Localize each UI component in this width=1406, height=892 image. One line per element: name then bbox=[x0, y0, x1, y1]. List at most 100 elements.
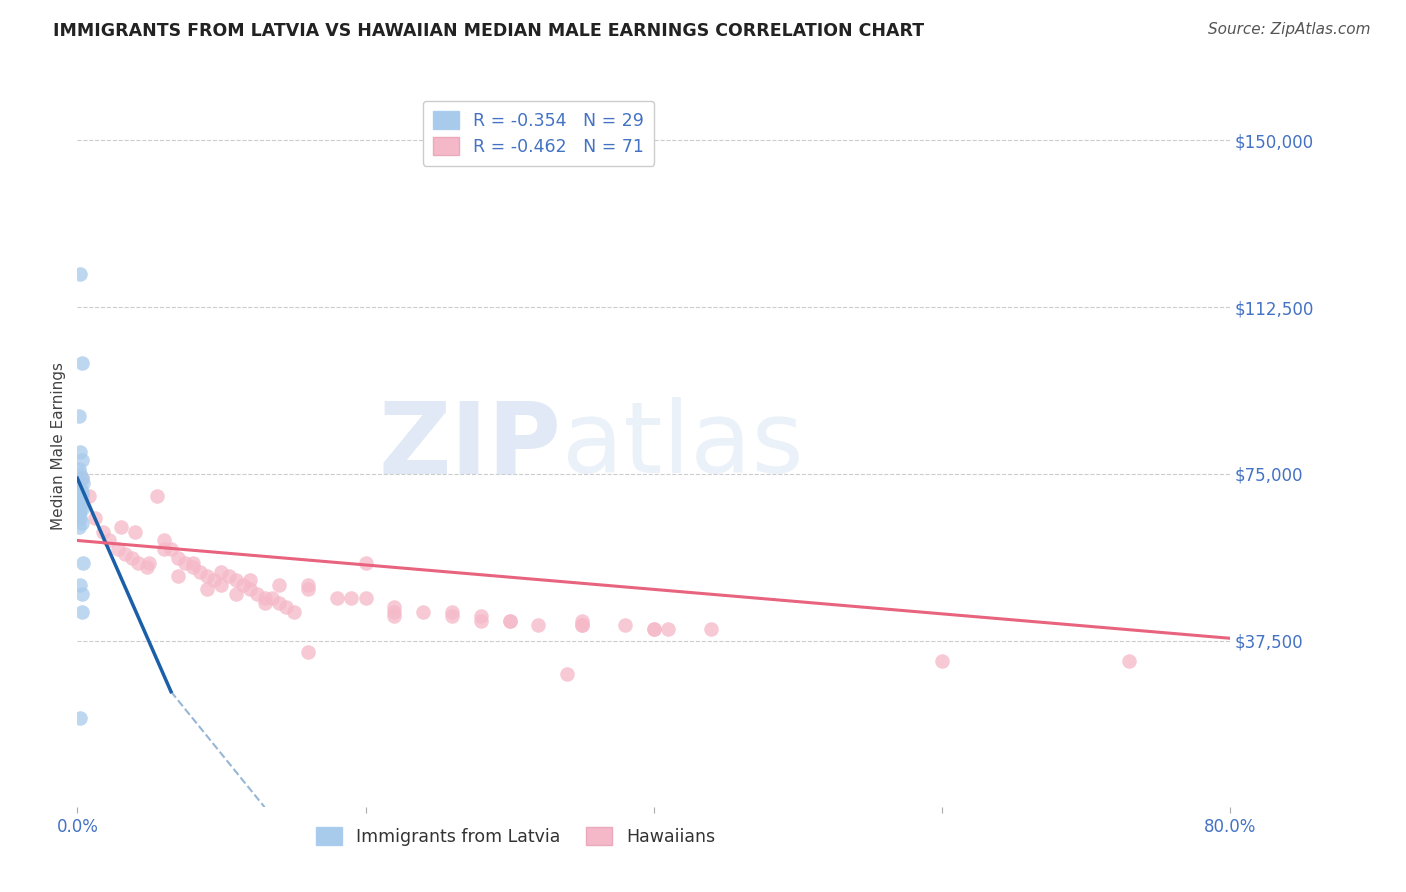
Point bbox=[232, 578, 254, 592]
Point bbox=[657, 623, 679, 637]
Point bbox=[67, 484, 90, 499]
Point bbox=[499, 614, 522, 628]
Point bbox=[441, 605, 464, 619]
Point bbox=[121, 551, 143, 566]
Text: ZIP: ZIP bbox=[378, 398, 561, 494]
Point bbox=[557, 666, 579, 681]
Point bbox=[70, 453, 93, 467]
Y-axis label: Median Male Earnings: Median Male Earnings bbox=[51, 362, 66, 530]
Point bbox=[354, 556, 377, 570]
Point bbox=[70, 516, 93, 530]
Point bbox=[167, 569, 190, 583]
Point bbox=[571, 618, 593, 632]
Point bbox=[135, 560, 157, 574]
Text: atlas: atlas bbox=[561, 398, 803, 494]
Point bbox=[67, 409, 90, 423]
Point bbox=[70, 502, 93, 516]
Point bbox=[67, 507, 90, 521]
Point bbox=[340, 591, 363, 606]
Point bbox=[69, 502, 91, 516]
Point bbox=[218, 569, 240, 583]
Point bbox=[69, 467, 91, 481]
Point bbox=[614, 618, 637, 632]
Point bbox=[1118, 654, 1140, 668]
Point bbox=[441, 609, 464, 624]
Point bbox=[253, 591, 276, 606]
Point bbox=[145, 489, 167, 503]
Point bbox=[70, 605, 93, 619]
Point bbox=[470, 609, 492, 624]
Point bbox=[69, 498, 91, 512]
Point bbox=[931, 654, 953, 668]
Point bbox=[69, 480, 91, 494]
Point bbox=[195, 569, 218, 583]
Point bbox=[211, 578, 233, 592]
Point bbox=[225, 574, 247, 588]
Point bbox=[69, 578, 91, 592]
Point bbox=[181, 556, 204, 570]
Point bbox=[174, 556, 197, 570]
Point bbox=[382, 605, 406, 619]
Point bbox=[83, 511, 105, 525]
Point bbox=[246, 587, 269, 601]
Point bbox=[202, 574, 225, 588]
Point bbox=[69, 267, 91, 281]
Point bbox=[211, 565, 233, 579]
Point bbox=[110, 520, 132, 534]
Point bbox=[412, 605, 434, 619]
Point bbox=[107, 542, 129, 557]
Point bbox=[67, 462, 90, 476]
Point bbox=[124, 524, 146, 539]
Point bbox=[127, 556, 149, 570]
Point bbox=[72, 556, 94, 570]
Point bbox=[527, 618, 550, 632]
Point bbox=[69, 489, 91, 503]
Point bbox=[77, 489, 100, 503]
Point bbox=[67, 493, 90, 508]
Point bbox=[70, 471, 93, 485]
Point bbox=[67, 520, 90, 534]
Point bbox=[382, 609, 406, 624]
Point bbox=[267, 578, 291, 592]
Point bbox=[70, 484, 93, 499]
Point bbox=[276, 600, 298, 615]
Text: Source: ZipAtlas.com: Source: ZipAtlas.com bbox=[1208, 22, 1371, 37]
Point bbox=[188, 565, 211, 579]
Point bbox=[354, 591, 377, 606]
Point bbox=[67, 480, 90, 494]
Point bbox=[138, 556, 160, 570]
Point bbox=[297, 645, 319, 659]
Point bbox=[70, 471, 93, 485]
Point bbox=[114, 547, 136, 561]
Point bbox=[297, 582, 319, 597]
Point bbox=[470, 614, 492, 628]
Text: IMMIGRANTS FROM LATVIA VS HAWAIIAN MEDIAN MALE EARNINGS CORRELATION CHART: IMMIGRANTS FROM LATVIA VS HAWAIIAN MEDIA… bbox=[53, 22, 925, 40]
Point bbox=[382, 600, 406, 615]
Point bbox=[98, 533, 121, 548]
Point bbox=[239, 574, 262, 588]
Point bbox=[153, 533, 174, 548]
Point bbox=[225, 587, 247, 601]
Legend: Immigrants from Latvia, Hawaiians: Immigrants from Latvia, Hawaiians bbox=[309, 820, 723, 853]
Point bbox=[283, 605, 305, 619]
Point bbox=[160, 542, 183, 557]
Point bbox=[70, 587, 93, 601]
Point bbox=[70, 356, 93, 370]
Point bbox=[700, 623, 723, 637]
Point bbox=[70, 489, 93, 503]
Point bbox=[69, 511, 91, 525]
Point bbox=[69, 498, 91, 512]
Point bbox=[260, 591, 283, 606]
Point bbox=[267, 596, 291, 610]
Point bbox=[195, 582, 218, 597]
Point bbox=[181, 560, 204, 574]
Point bbox=[69, 711, 91, 725]
Point bbox=[167, 551, 190, 566]
Point bbox=[499, 614, 522, 628]
Point bbox=[239, 582, 262, 597]
Point bbox=[69, 444, 91, 458]
Point bbox=[325, 591, 349, 606]
Point bbox=[643, 623, 665, 637]
Point bbox=[72, 475, 94, 490]
Point bbox=[91, 524, 114, 539]
